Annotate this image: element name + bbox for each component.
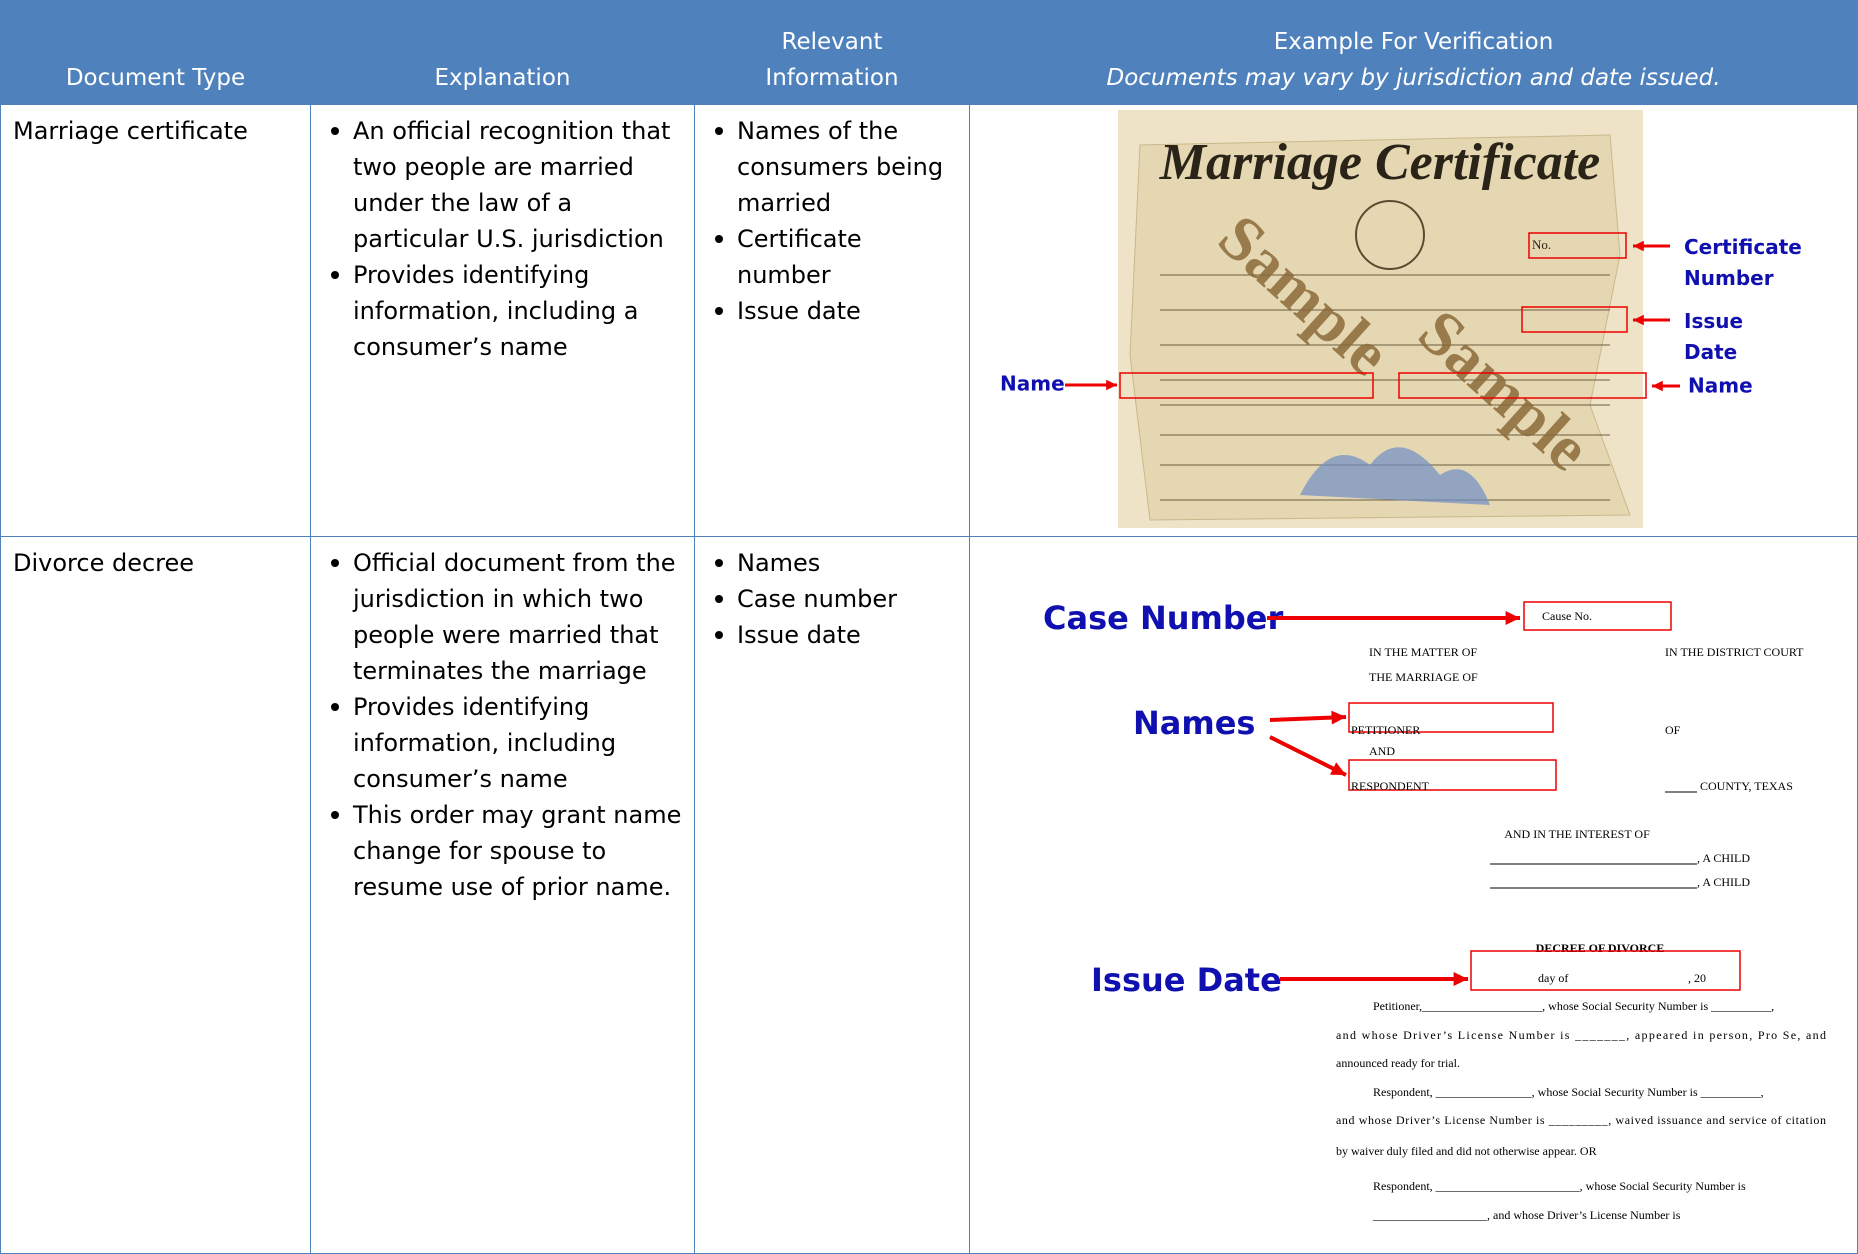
cell: Names of the consumers being married Cert… [694, 104, 970, 537]
document-text: announced ready for trial. [1336, 1056, 1460, 1070]
header-cell: Relevant Information [694, 0, 970, 105]
bullet: Case number [715, 581, 957, 617]
document-text: AND [1369, 744, 1395, 758]
arrow-head [1652, 380, 1663, 392]
bullet: Names [715, 545, 957, 581]
header-text: Document Type [65, 65, 246, 91]
annotation-box: Issue Date [1684, 309, 1744, 364]
bullet: Provides identifying information, includ… [331, 689, 682, 797]
document-text: RESPONDENT [1351, 779, 1430, 793]
list: An official recognition that two people … [323, 113, 682, 365]
document-text: , A CHILD [1697, 851, 1750, 865]
header-text: Relevant Information [765, 29, 899, 91]
annotation: Issue Date [1091, 961, 1282, 999]
document-text: THE MARRIAGE OF [1369, 670, 1478, 684]
highlight-box [1348, 759, 1557, 791]
list: Official document from the jurisdiction … [323, 545, 682, 905]
document-text: Petitioner,____________________, whose S… [1373, 999, 1774, 1013]
arrow-head [1453, 972, 1468, 986]
seal [1355, 200, 1425, 270]
annotation: Name [1000, 372, 1065, 396]
certificate-title: Marriage Certificate [1159, 134, 1601, 191]
document-text: OF [1665, 723, 1681, 737]
list: Names of the consumers being married Cert… [707, 113, 957, 329]
document-text: and whose Driver’s License Number is ___… [1336, 1113, 1826, 1127]
document-text: Respondent, ________________, whose Soci… [1373, 1085, 1764, 1099]
example-cell: Marriage Certificate Sample Sample No. Name C… [969, 104, 1858, 537]
list: Names Case number Issue date [707, 545, 957, 653]
arrow-head [1505, 611, 1520, 625]
arrow-head [1106, 379, 1117, 391]
document-text: day of [1538, 971, 1568, 985]
document-type: Marriage certificate [13, 117, 248, 145]
bullet: Certificate number [715, 221, 957, 293]
document-text: AND IN THE INTEREST OF [1504, 827, 1650, 841]
header-text: Example For Verification [1273, 29, 1554, 55]
divorce-decree-example: Case Number Cause No. IN THE MATTER OF IN T… [1043, 599, 1826, 1222]
document-text: PETITIONER [1351, 723, 1420, 737]
cell: Names Case number Issue date [694, 536, 970, 1254]
arrow-head [1633, 314, 1644, 326]
cell: Marriage certificate [0, 104, 311, 537]
bullet: An official recognition that two people … [331, 113, 682, 257]
document-text: Respondent, ________________________, wh… [1373, 1179, 1746, 1193]
bullet: Official document from the jurisdiction … [331, 545, 682, 689]
header-cell: Document Type [0, 0, 311, 105]
highlight-box [1398, 372, 1647, 399]
highlight-box [1348, 702, 1554, 733]
annotation: Case Number [1043, 599, 1283, 637]
annotation: Certificate Number [1684, 235, 1802, 290]
header-note: Documents may vary by jurisdiction and d… [1106, 65, 1721, 91]
bullet: Issue date [715, 293, 957, 329]
document-text: IN THE MATTER OF [1369, 645, 1477, 659]
document-type: Divorce decree [13, 549, 195, 577]
illustration [1300, 447, 1490, 505]
document-text: , A CHILD [1697, 875, 1750, 889]
cell: An official recognition that two people … [310, 104, 695, 537]
document-text: , 20 [1688, 971, 1706, 985]
highlight-box [1523, 601, 1672, 631]
highlight-box [1528, 232, 1627, 259]
highlight-box [1470, 950, 1741, 991]
bullet: Provides identifying information, includ… [331, 257, 682, 365]
annotation-box: Certificate Number [1684, 235, 1802, 290]
header-cell: Example For Verification Documents may va… [969, 0, 1858, 105]
annotation: Issue Date [1684, 309, 1744, 364]
document-text: DECREE OF DIVORCE [1536, 941, 1665, 955]
annotation: Name [1688, 374, 1753, 398]
arrow-head [1331, 710, 1346, 725]
cell: Divorce decree [0, 536, 311, 1254]
document-text: IN THE DISTRICT COURT [1665, 645, 1804, 659]
example-cell: Case Number Cause No. IN THE MATTER OF IN T… [969, 536, 1858, 1254]
marriage-certificate-example: Marriage CertificateSampleSampleNo.NameC… [1000, 110, 1802, 528]
highlight-box [1521, 306, 1628, 333]
number-field: No. [1532, 237, 1551, 252]
header-cell: Explanation [310, 0, 695, 105]
annotation: Names [1133, 704, 1255, 742]
bullet: Names of the consumers being married [715, 113, 957, 221]
cell: Official document from the jurisdiction … [310, 536, 695, 1254]
document-text: and whose Driver’s License Number is ___… [1336, 1028, 1826, 1042]
document-text: Cause No. [1542, 609, 1592, 623]
arrow-head [1633, 240, 1644, 252]
document-text: ___________________, and whose Driver’s … [1372, 1208, 1681, 1222]
certificate-map [1129, 134, 1631, 521]
document-text: COUNTY, TEXAS [1700, 779, 1793, 793]
document-text: by waiver duly filed and did not otherwi… [1336, 1144, 1597, 1158]
arrow-head [1330, 762, 1346, 775]
highlight-box [1119, 372, 1374, 399]
header-text: Explanation [434, 65, 571, 91]
bullet: Issue date [715, 617, 957, 653]
bullet: This order may grant name change for spo… [331, 797, 682, 905]
